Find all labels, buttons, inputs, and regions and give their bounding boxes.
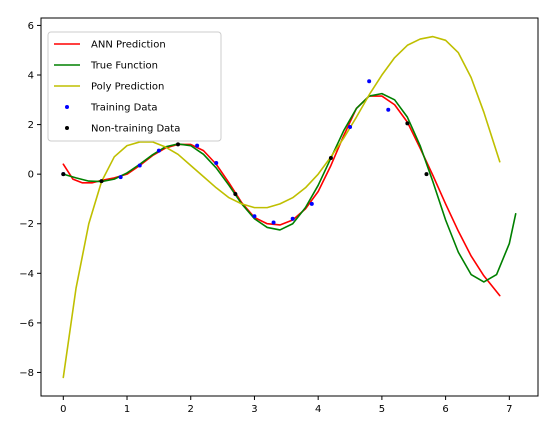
legend: ANN Prediction True Function Poly Predicti… bbox=[47, 31, 222, 142]
y-tick-label: −4 bbox=[19, 269, 34, 280]
data-point-non-training-data bbox=[424, 172, 429, 177]
legend-box bbox=[47, 31, 222, 142]
data-point-non-training-data bbox=[61, 172, 66, 177]
data-point-non-training-data bbox=[328, 156, 333, 161]
x-tick-label: 3 bbox=[251, 404, 257, 415]
y-tick-label: −8 bbox=[19, 368, 34, 379]
y-tick-label: 6 bbox=[28, 21, 34, 32]
plot-area bbox=[61, 35, 517, 379]
data-point-training-data bbox=[386, 107, 391, 112]
data-point-non-training-data bbox=[175, 142, 180, 147]
data-point-training-data bbox=[348, 125, 353, 130]
data-point-training-data bbox=[252, 214, 257, 219]
x-tick-label: 1 bbox=[124, 404, 130, 415]
y-tick-label: −2 bbox=[19, 219, 34, 230]
axes-frame bbox=[40, 17, 539, 397]
y-tick-label: −6 bbox=[19, 318, 34, 329]
y-tick-label: 4 bbox=[28, 71, 34, 82]
y-tick-label: 2 bbox=[28, 120, 34, 131]
data-point-training-data bbox=[156, 148, 161, 153]
y-tick-label: 0 bbox=[28, 170, 34, 181]
x-tick-label: 4 bbox=[315, 404, 321, 415]
data-point-training-data bbox=[214, 161, 219, 166]
data-point-training-data bbox=[118, 175, 123, 180]
data-point-training-data bbox=[195, 143, 200, 148]
legend-swatch-training-data bbox=[65, 105, 69, 109]
x-tick-label: 6 bbox=[442, 404, 448, 415]
legend-label-training-data: Training Data bbox=[90, 103, 158, 114]
data-point-non-training-data bbox=[405, 121, 410, 126]
data-point-non-training-data bbox=[233, 191, 238, 196]
legend-swatch-non-training-data bbox=[65, 126, 69, 130]
x-tick-label: 2 bbox=[188, 404, 194, 415]
x-tick-label: 5 bbox=[379, 404, 385, 415]
data-point-non-training-data bbox=[99, 179, 104, 184]
legend-label-true-function: True Function bbox=[90, 61, 158, 72]
data-point-training-data bbox=[309, 201, 314, 206]
data-point-training-data bbox=[367, 79, 372, 84]
data-point-training-data bbox=[290, 216, 295, 221]
legend-label-ann-prediction: ANN Prediction bbox=[91, 40, 166, 51]
x-tick-label: 7 bbox=[506, 404, 512, 415]
data-point-training-data bbox=[137, 163, 142, 168]
legend-label-non-training-data: Non-training Data bbox=[91, 124, 180, 135]
data-point-training-data bbox=[271, 220, 276, 225]
series-line-poly-prediction bbox=[62, 35, 501, 379]
legend-label-poly-prediction: Poly Prediction bbox=[91, 82, 164, 93]
axes: 0 1 2 3 4 5 6 7 −8 −6 −4 −2 0 2 4 6 bbox=[19, 17, 539, 415]
x-tick-label: 0 bbox=[60, 404, 66, 415]
